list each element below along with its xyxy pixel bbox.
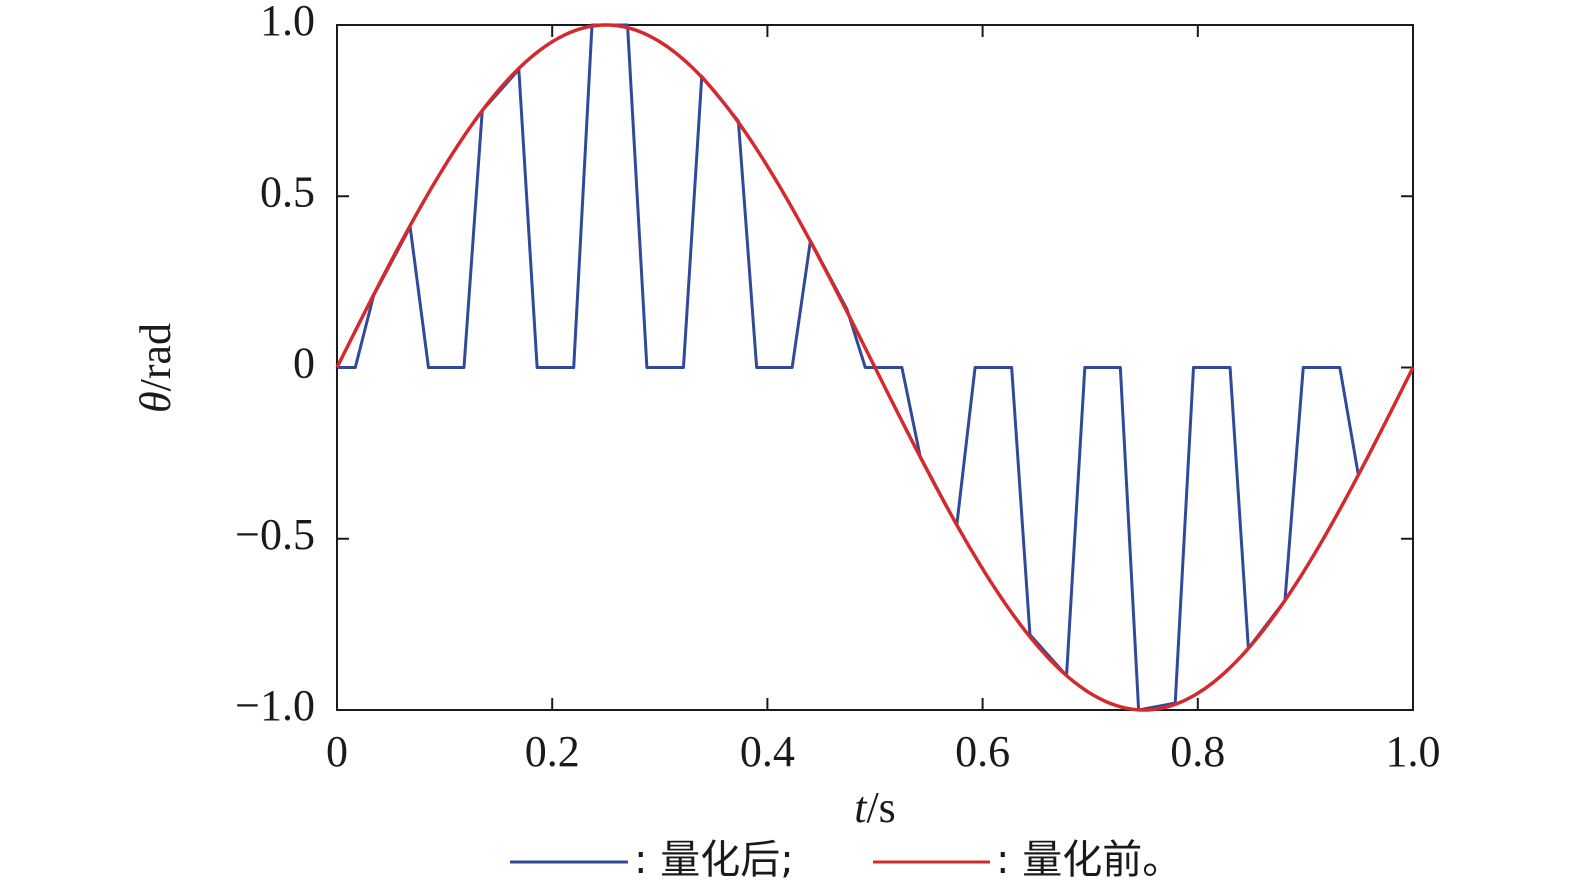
x-tick-label: 0 [326, 727, 348, 776]
x-axis-ticks: 0 0.2 0.4 0.6 0.8 1.0 [326, 25, 1441, 776]
series-layer [335, 23, 1415, 712]
series-quantized-line [337, 23, 1360, 712]
x-axis-label: t/s [854, 783, 896, 832]
y-tick-label: −1.0 [235, 681, 315, 730]
y-axis-ticks: 1.0 0.5 0 −0.5 −1.0 [235, 0, 1413, 730]
legend-label-quantized: : 量化后; [634, 837, 794, 883]
y-axis-label: θ/rad [131, 323, 180, 413]
legend-label-original: : 量化前。 [996, 837, 1182, 883]
legend: : 量化后; : 量化前。 [510, 837, 1182, 883]
x-tick-label: 0.4 [740, 727, 795, 776]
x-tick-label: 0.8 [1170, 727, 1225, 776]
x-tick-label: 0.6 [955, 727, 1010, 776]
series-original-line [335, 23, 1415, 712]
x-tick-label: 0.2 [525, 727, 580, 776]
y-tick-label: 1.0 [260, 0, 315, 45]
y-tick-label: −0.5 [235, 510, 315, 559]
x-tick-label: 1.0 [1386, 727, 1441, 776]
y-tick-label: 0.5 [260, 167, 315, 216]
y-tick-label: 0 [293, 339, 315, 388]
